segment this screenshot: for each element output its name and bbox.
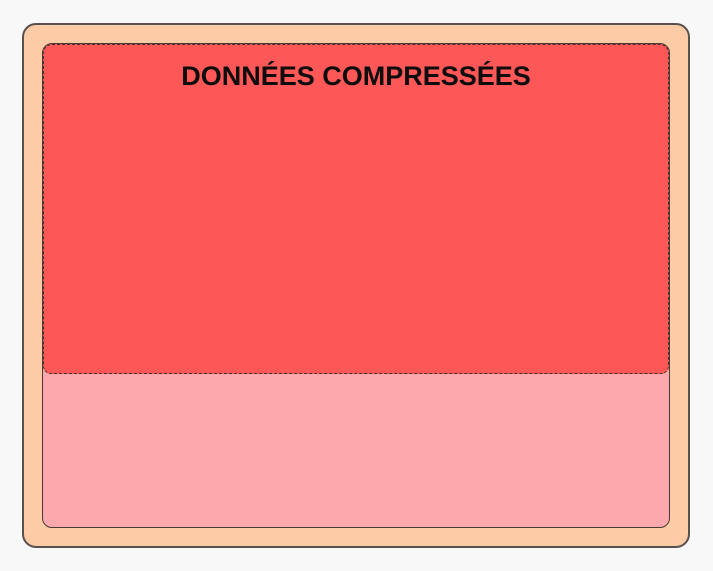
- uncompressed-data-region: DONNÉES COMPRESSÉES: [42, 43, 670, 528]
- compressed-data-label: DONNÉES COMPRESSÉES: [181, 61, 531, 91]
- compressed-data-region: DONNÉES COMPRESSÉES: [43, 44, 669, 374]
- memory-outer-frame: DONNÉES COMPRESSÉES: [22, 23, 690, 548]
